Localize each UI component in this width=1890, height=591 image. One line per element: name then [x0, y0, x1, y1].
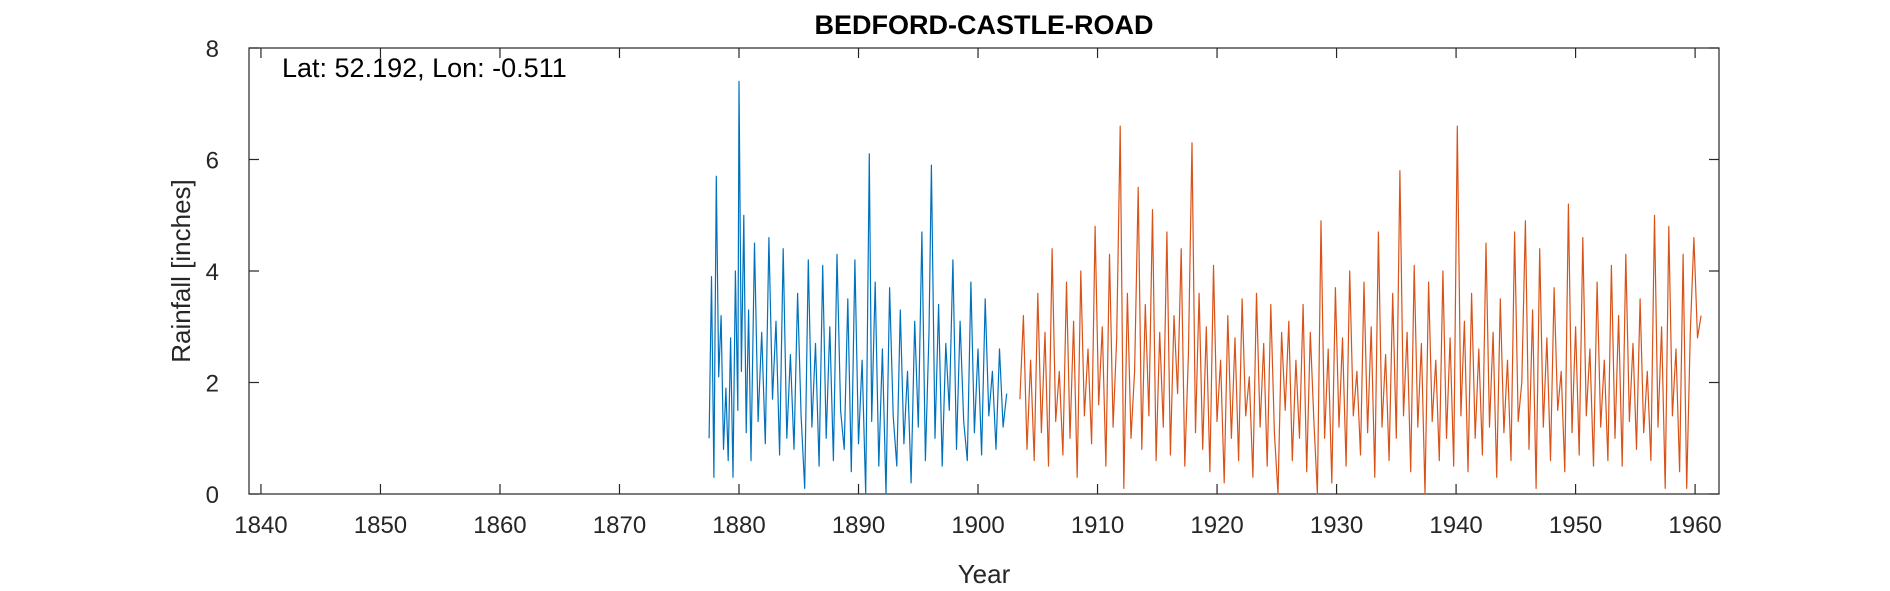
x-tick-label: 1900	[951, 512, 1004, 539]
axis-ticks: 1840 1850 1860 1870 1880 1890 1900 1910 1920 1930…	[206, 36, 1722, 539]
x-tick-label: 1870	[593, 512, 646, 539]
x-tick-label: 1890	[832, 512, 885, 539]
plot-frame	[248, 47, 1720, 495]
plot-area	[248, 47, 1720, 495]
y-tick-label: 8	[206, 36, 219, 63]
x-tick-label: 1950	[1549, 512, 1602, 539]
series-line-2	[1019, 125, 1702, 495]
x-tick-label: 1910	[1071, 512, 1124, 539]
x-tick-label: 1840	[234, 512, 287, 539]
x-tick-label: 1960	[1668, 512, 1721, 539]
y-tick-label: 4	[206, 259, 219, 286]
x-tick-label: 1920	[1190, 512, 1243, 539]
series-line-1	[708, 80, 1008, 495]
x-tick-label: 1850	[354, 512, 407, 539]
series-lines	[708, 80, 1702, 495]
x-tick-label: 1940	[1429, 512, 1482, 539]
y-tick-label: 6	[206, 148, 219, 175]
x-tick-label: 1860	[473, 512, 526, 539]
y-tick-label: 2	[206, 371, 219, 398]
y-axis-title: Rainfall [inches]	[166, 179, 196, 363]
x-axis-title: Year	[958, 559, 1011, 589]
x-tick-label: 1880	[712, 512, 765, 539]
location-annotation: Lat: 52.192, Lon: -0.511	[282, 53, 567, 83]
x-tick-label: 1930	[1310, 512, 1363, 539]
y-tick-label: 0	[206, 482, 219, 509]
chart-title: BEDFORD-CASTLE-ROAD	[815, 10, 1154, 40]
